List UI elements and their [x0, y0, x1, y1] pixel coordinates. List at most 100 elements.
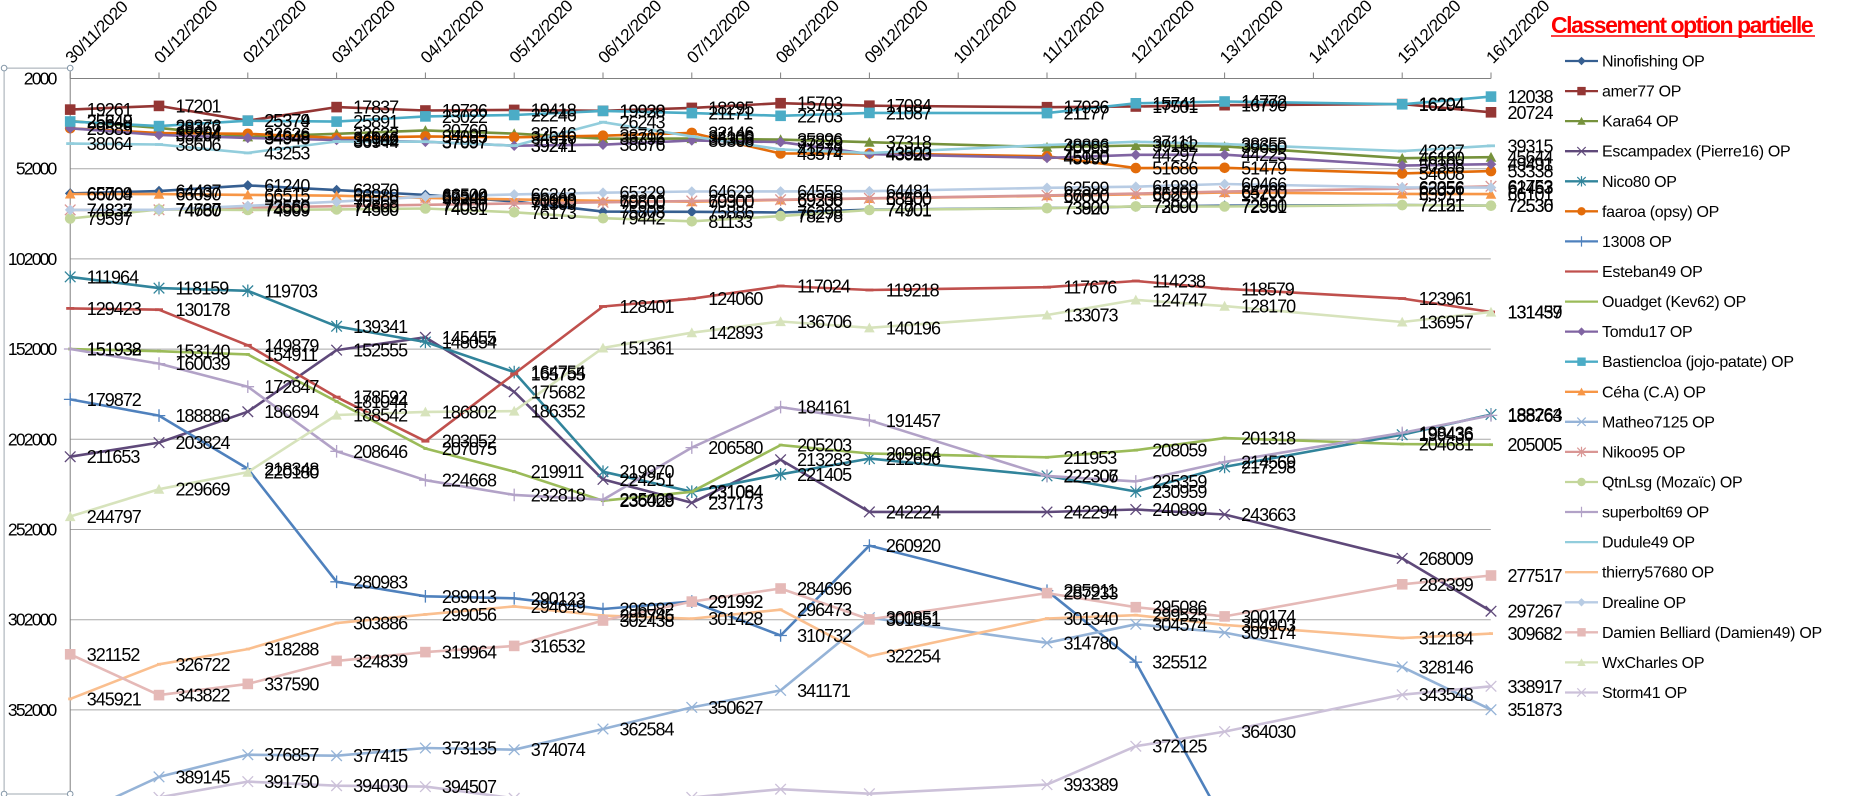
svg-text:312184: 312184 — [1419, 629, 1474, 649]
svg-text:102000: 102000 — [8, 249, 58, 269]
svg-text:66200: 66200 — [1152, 185, 1198, 205]
svg-text:16790: 16790 — [1241, 96, 1287, 116]
svg-text:66800: 66800 — [1064, 186, 1110, 206]
svg-text:175682: 175682 — [531, 382, 586, 402]
svg-text:364030: 364030 — [1241, 722, 1296, 742]
svg-text:Bastiencloa (jojo-patate) OP: Bastiencloa (jojo-patate) OP — [1602, 354, 1794, 371]
svg-text:304574: 304574 — [1152, 615, 1207, 635]
svg-text:219911: 219911 — [531, 462, 585, 482]
svg-text:22703: 22703 — [797, 106, 843, 126]
svg-text:73000: 73000 — [1152, 197, 1198, 217]
svg-text:343548: 343548 — [1419, 685, 1474, 705]
svg-text:240899: 240899 — [1152, 500, 1207, 520]
svg-text:231084: 231084 — [708, 482, 763, 502]
svg-text:393389: 393389 — [1064, 775, 1119, 795]
svg-text:219970: 219970 — [620, 462, 675, 482]
svg-text:17837: 17837 — [353, 98, 399, 118]
svg-text:337590: 337590 — [264, 674, 319, 694]
svg-text:212696: 212696 — [886, 449, 941, 469]
svg-text:67544: 67544 — [442, 187, 488, 207]
svg-text:128170: 128170 — [1241, 297, 1296, 317]
svg-text:282399: 282399 — [1419, 575, 1474, 595]
svg-text:74909: 74909 — [264, 201, 310, 221]
svg-text:42227: 42227 — [1419, 142, 1465, 162]
svg-text:81133: 81133 — [708, 212, 753, 232]
svg-text:49491: 49491 — [1508, 155, 1554, 175]
svg-text:66004: 66004 — [87, 185, 133, 205]
svg-text:284696: 284696 — [797, 579, 852, 599]
svg-text:301851: 301851 — [886, 610, 941, 630]
svg-text:376857: 376857 — [264, 745, 319, 765]
svg-text:21177: 21177 — [1064, 104, 1109, 124]
svg-text:66090: 66090 — [176, 185, 222, 205]
svg-text:191457: 191457 — [886, 411, 941, 431]
svg-text:32546: 32546 — [531, 124, 577, 144]
svg-text:322254: 322254 — [886, 647, 941, 667]
svg-text:318288: 318288 — [264, 640, 319, 660]
svg-text:76298: 76298 — [797, 203, 843, 223]
svg-text:38886: 38886 — [1064, 136, 1110, 156]
svg-text:252000: 252000 — [8, 520, 58, 540]
svg-text:14772: 14772 — [1241, 92, 1287, 112]
svg-text:43523: 43523 — [886, 144, 932, 164]
svg-text:61989: 61989 — [1152, 177, 1198, 197]
svg-text:36308: 36308 — [708, 131, 754, 151]
svg-text:17501: 17501 — [1152, 97, 1198, 117]
svg-text:19418: 19418 — [531, 100, 577, 120]
svg-text:208646: 208646 — [353, 442, 408, 462]
svg-text:299745: 299745 — [620, 606, 675, 626]
svg-text:118159: 118159 — [176, 279, 230, 299]
svg-text:289013: 289013 — [442, 587, 497, 607]
svg-text:319964: 319964 — [442, 643, 497, 663]
svg-text:18295: 18295 — [708, 98, 754, 118]
svg-text:394030: 394030 — [353, 776, 408, 796]
svg-text:352000: 352000 — [8, 700, 58, 720]
svg-text:thierry57680 OP: thierry57680 OP — [1602, 565, 1714, 582]
svg-text:310732: 310732 — [797, 626, 852, 646]
svg-text:QtnLsg (Mozaïc) OP: QtnLsg (Mozaïc) OP — [1602, 475, 1742, 492]
svg-text:Kara64 OP: Kara64 OP — [1602, 114, 1678, 131]
svg-text:36102: 36102 — [353, 131, 399, 151]
svg-text:351873: 351873 — [1508, 700, 1563, 720]
svg-text:66101: 66101 — [1508, 185, 1554, 205]
svg-text:35896: 35896 — [797, 130, 843, 150]
svg-text:341171: 341171 — [797, 681, 851, 701]
svg-text:67000: 67000 — [1064, 186, 1110, 206]
svg-text:69200: 69200 — [797, 190, 843, 210]
svg-text:394507: 394507 — [442, 777, 497, 796]
svg-text:186694: 186694 — [264, 402, 319, 422]
svg-text:222307: 222307 — [1064, 466, 1119, 486]
svg-text:154911: 154911 — [264, 345, 318, 365]
svg-text:64481: 64481 — [886, 182, 932, 202]
svg-text:74832: 74832 — [87, 200, 133, 220]
svg-text:325512: 325512 — [1152, 653, 1207, 673]
svg-text:151361: 151361 — [620, 338, 675, 358]
svg-text:70600: 70600 — [620, 193, 666, 213]
svg-text:188264: 188264 — [1508, 405, 1563, 425]
svg-text:181044: 181044 — [353, 392, 408, 412]
svg-text:129423: 129423 — [87, 299, 142, 319]
svg-text:69338: 69338 — [797, 191, 843, 211]
svg-text:377415: 377415 — [353, 746, 408, 766]
svg-text:338917: 338917 — [1508, 677, 1563, 697]
svg-text:242294: 242294 — [1064, 503, 1119, 523]
svg-text:29367: 29367 — [176, 118, 222, 138]
svg-text:111964: 111964 — [87, 267, 139, 287]
svg-text:172847: 172847 — [264, 377, 319, 397]
svg-text:301428: 301428 — [708, 609, 763, 629]
svg-text:202000: 202000 — [8, 429, 58, 449]
svg-text:316532: 316532 — [531, 636, 586, 656]
svg-text:152555: 152555 — [353, 341, 408, 361]
svg-text:30760: 30760 — [442, 121, 488, 141]
svg-text:201318: 201318 — [1241, 429, 1296, 449]
svg-text:17936: 17936 — [1064, 98, 1110, 118]
svg-text:268009: 268009 — [1419, 549, 1474, 569]
svg-text:343822: 343822 — [176, 686, 231, 706]
svg-text:50308: 50308 — [1419, 156, 1465, 176]
svg-text:188763: 188763 — [1508, 406, 1563, 426]
svg-text:74701: 74701 — [886, 200, 932, 220]
svg-text:148054: 148054 — [442, 333, 497, 353]
svg-text:309174: 309174 — [1241, 623, 1296, 643]
svg-text:326722: 326722 — [176, 655, 231, 675]
svg-text:70300: 70300 — [708, 192, 754, 212]
